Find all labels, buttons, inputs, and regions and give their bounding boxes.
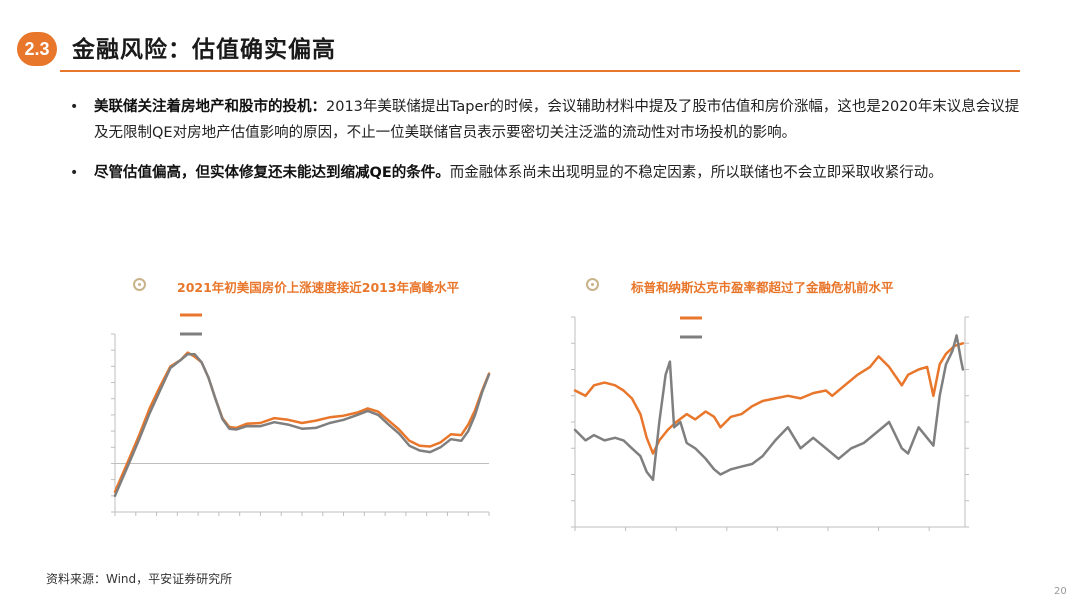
bullet-item: • 尽管估值偏高，但实体修复还未能达到缩减QE的条件。而金融体系尚未出现明显的不… — [70, 160, 1030, 186]
bullet-dot-icon: • — [70, 99, 79, 115]
chart2-title-icon — [586, 278, 599, 291]
bullet-list: • 美联储关注着房地产和股市的投机：2013年美联储提出Taper的时候，会议辅… — [70, 94, 1030, 200]
chart2-title: 标普和纳斯达克市盈率都超过了金融危机前水平 — [631, 280, 894, 295]
page-number: 20 — [1054, 586, 1067, 597]
title-rule — [60, 70, 1020, 72]
house-price-chart — [111, 313, 491, 516]
section-badge: 2.3 — [17, 32, 57, 66]
bullet-text: 而金融体系尚未出现明显的不稳定因素，所以联储也不会立即采取收紧行动。 — [449, 165, 943, 181]
bullet-bold: 美联储关注着房地产和股市的投机： — [94, 99, 326, 115]
bullet-item: • 美联储关注着房地产和股市的投机：2013年美联储提出Taper的时候，会议辅… — [70, 94, 1030, 146]
bullet-bold: 尽管估值偏高，但实体修复还未能达到缩减QE的条件。 — [94, 165, 450, 181]
series-line-1 — [113, 351, 491, 494]
chart1-title-icon — [133, 278, 146, 291]
series-line-2 — [113, 352, 491, 498]
page-title: 金融风险：估值确实偏高 — [72, 37, 336, 63]
source-note: 资料来源：Wind，平安证券研究所 — [46, 572, 233, 586]
chart1-title: 2021年初美国房价上涨速度接近2013年高峰水平 — [177, 280, 460, 295]
pe-ratio-chart — [571, 316, 969, 531]
series-line-1 — [573, 342, 965, 455]
series-line-2 — [573, 334, 965, 482]
bullet-text: 2013年美联储提出Taper的时候，会议辅助材料中提及了股市估值和房价涨幅，这… — [94, 99, 1020, 141]
bullet-dot-icon: • — [70, 165, 79, 181]
